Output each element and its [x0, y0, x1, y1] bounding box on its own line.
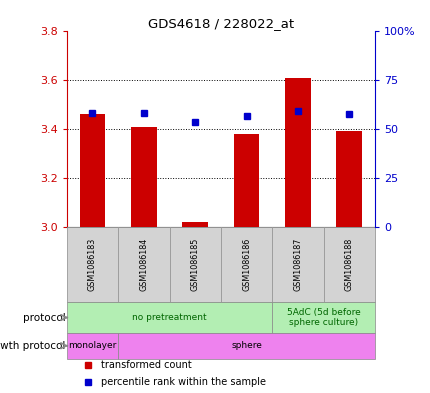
Text: GSM1086184: GSM1086184 — [139, 238, 148, 291]
Text: GSM1086183: GSM1086183 — [88, 238, 97, 291]
Bar — [67, 226, 118, 302]
Bar — [323, 226, 374, 302]
Bar — [272, 226, 323, 302]
Bar — [118, 333, 374, 359]
Bar — [169, 226, 220, 302]
Bar — [80, 114, 105, 226]
Text: no pretreatment: no pretreatment — [132, 313, 206, 322]
Bar — [67, 302, 272, 333]
Text: GSM1086188: GSM1086188 — [344, 238, 353, 291]
Text: GSM1086185: GSM1086185 — [190, 238, 199, 291]
Text: GSM1086187: GSM1086187 — [293, 238, 302, 291]
Bar — [233, 134, 259, 226]
Text: transformed count: transformed count — [101, 360, 191, 370]
Bar — [118, 226, 169, 302]
Text: protocol: protocol — [22, 312, 65, 323]
Bar — [284, 78, 310, 226]
Text: growth protocol: growth protocol — [0, 341, 65, 351]
Bar — [272, 302, 374, 333]
Title: GDS4618 / 228022_at: GDS4618 / 228022_at — [147, 17, 293, 30]
Bar — [131, 127, 157, 226]
Bar — [182, 222, 208, 226]
Bar — [67, 333, 118, 359]
Text: sphere: sphere — [230, 341, 261, 350]
Text: GSM1086186: GSM1086186 — [242, 238, 251, 291]
Text: 5AdC (5d before
sphere culture): 5AdC (5d before sphere culture) — [286, 308, 359, 327]
Bar — [220, 226, 272, 302]
Text: monolayer: monolayer — [68, 341, 117, 350]
Text: percentile rank within the sample: percentile rank within the sample — [101, 377, 265, 387]
Bar — [336, 131, 361, 226]
